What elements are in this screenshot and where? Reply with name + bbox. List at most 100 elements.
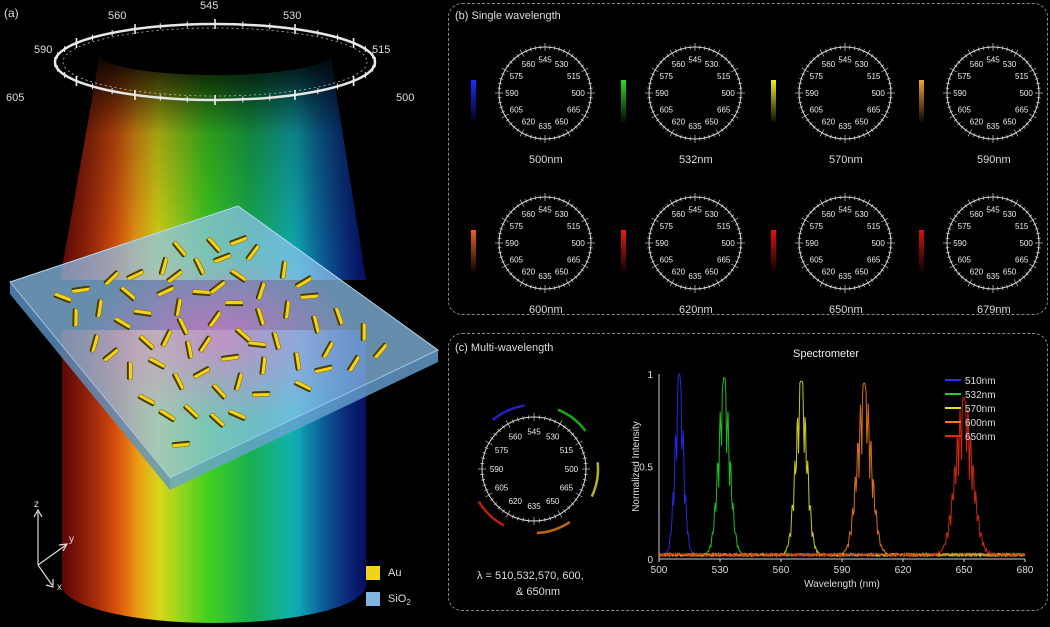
dial-tick <box>737 232 743 235</box>
au-nanorod <box>206 237 221 254</box>
dial-label: 530 <box>546 432 560 441</box>
dial-tick <box>737 101 743 104</box>
au-nanorod <box>295 275 313 289</box>
dial-tick <box>947 256 952 259</box>
dial-tick <box>825 133 828 137</box>
dial-tick <box>529 47 532 52</box>
dial-label: 575 <box>958 72 972 81</box>
dial-tick <box>801 217 809 223</box>
dial-tick <box>549 516 552 521</box>
dial-tick <box>577 210 581 214</box>
polarization-arc <box>536 521 571 535</box>
dial-tick <box>853 195 856 201</box>
au-nanorod <box>255 281 266 300</box>
dial-label: 650 <box>855 117 869 126</box>
dial-tick <box>880 214 885 218</box>
wavelength-bar <box>471 80 476 122</box>
dial-tick <box>493 432 498 436</box>
dial-tick <box>799 256 804 259</box>
dial-tick <box>497 82 503 85</box>
dial-label: 545 <box>538 206 552 215</box>
x-tick-label: 590 <box>834 565 851 576</box>
dial-label: 575 <box>958 222 972 231</box>
dial-tick <box>666 203 670 208</box>
dial-label: 635 <box>986 122 1000 131</box>
dial-tick <box>581 113 589 119</box>
dial-tick <box>945 232 951 235</box>
dial-label: 560 <box>522 210 536 219</box>
dial-tick <box>577 60 581 64</box>
dial-tick <box>886 77 891 80</box>
dial-tick <box>1018 278 1022 283</box>
dial-label: 605 <box>958 105 972 114</box>
dial-tick <box>1006 284 1009 289</box>
dial-tick <box>953 64 958 68</box>
dial-tick <box>567 428 571 433</box>
dial-tick <box>949 110 953 113</box>
dial-tick <box>580 268 585 272</box>
dial-tick <box>1025 122 1029 126</box>
dial-tick <box>581 67 589 73</box>
dial-tick <box>887 251 893 254</box>
dial-label: 620 <box>522 267 536 276</box>
dial-tick <box>1022 57 1026 61</box>
dial-tick <box>1028 64 1033 68</box>
dial-tick <box>1022 275 1026 279</box>
dial-tick <box>799 106 804 109</box>
dial-tick <box>484 446 489 449</box>
dial-label: 530 <box>1003 60 1017 69</box>
dial-tick <box>675 133 678 137</box>
dial-tick <box>649 106 654 109</box>
dial-tick <box>881 67 889 73</box>
dial-tick <box>679 134 682 139</box>
dial-tick <box>505 214 510 218</box>
dial-tick <box>525 133 528 137</box>
y-tick-label: 1 <box>647 370 653 381</box>
dial-caption: 650nm <box>829 304 863 316</box>
au-nanorod <box>119 286 136 302</box>
dial-tick <box>662 125 666 129</box>
au-nanorod <box>233 372 244 391</box>
dial-label: 635 <box>838 122 852 131</box>
dial-tick <box>819 49 825 57</box>
dial-label: 545 <box>838 56 852 65</box>
dial-tick <box>511 514 514 519</box>
dial-tick <box>553 195 556 201</box>
dial-tick <box>825 49 828 53</box>
dial-tick <box>874 125 878 129</box>
dial-tick <box>512 125 516 129</box>
au-nanorod <box>229 235 248 246</box>
dial-tick <box>870 203 874 208</box>
dial-tick <box>731 67 739 73</box>
dial-tick <box>870 53 874 58</box>
dial-label: 620 <box>970 117 984 126</box>
dial-tick <box>509 122 513 126</box>
dial-label: 620 <box>509 497 523 506</box>
dial-tick <box>574 498 578 502</box>
dial-tick <box>730 64 735 68</box>
dial-tick <box>669 49 675 57</box>
dial-tick <box>1013 279 1019 287</box>
dial-tick <box>737 251 743 254</box>
dial-tick <box>816 278 820 283</box>
dial-tick <box>858 284 861 289</box>
dial-label: 620 <box>970 267 984 276</box>
au-nanorod <box>213 252 232 264</box>
au-nanorod <box>166 268 183 283</box>
dial-label: 560 <box>509 432 523 441</box>
au-nanorod <box>138 335 155 351</box>
sio2-legend-label: SiO2 <box>388 593 411 608</box>
dial-tick <box>805 268 810 272</box>
dial-tick <box>586 106 591 109</box>
dial-tick <box>516 417 519 422</box>
au-nanorod <box>53 292 72 304</box>
dial-tick <box>675 283 678 287</box>
dial-tick <box>485 492 493 498</box>
dial-tick <box>655 268 660 272</box>
dial-tick <box>1028 214 1033 218</box>
dial-tick <box>801 110 805 113</box>
dial-tick <box>865 199 871 207</box>
au-nanorod <box>228 409 246 421</box>
